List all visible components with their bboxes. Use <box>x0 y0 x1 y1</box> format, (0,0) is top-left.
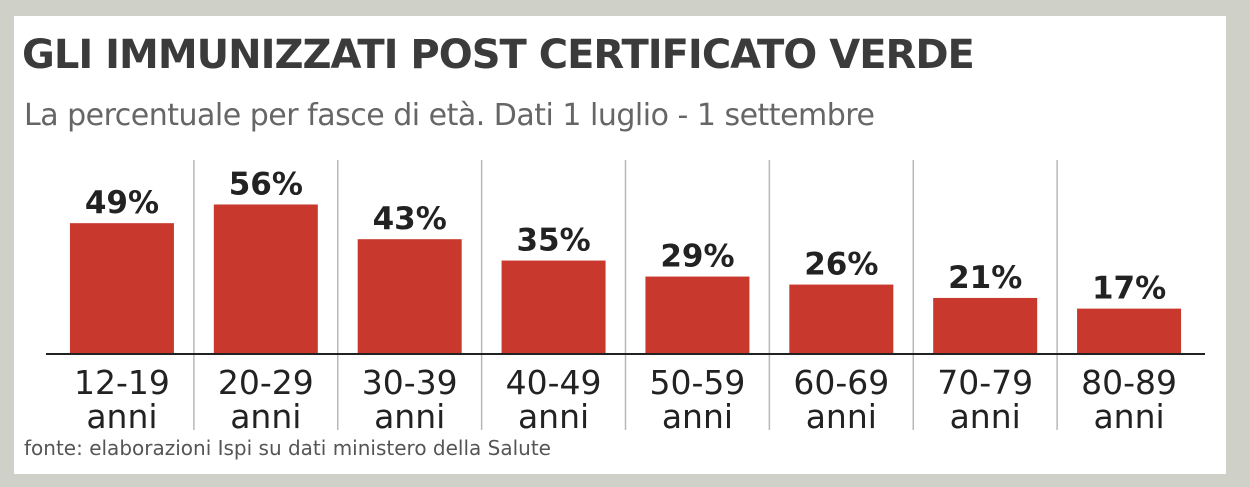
x-tick-unit: anni <box>662 397 733 436</box>
x-tick-label: 40-49 <box>506 363 602 402</box>
bar-value-label: 26% <box>804 247 878 283</box>
bar-value-label: 21% <box>948 260 1022 296</box>
chart-title: GLI IMMUNIZZATI POST CERTIFICATO VERDE <box>22 32 975 78</box>
x-tick-label: 70-79 <box>937 363 1033 402</box>
x-tick-unit: anni <box>86 397 157 436</box>
bar-value-label: 56% <box>229 166 303 202</box>
x-tick-label: 12-19 <box>74 363 170 402</box>
x-tick-unit: anni <box>374 397 445 436</box>
x-tick-unit: anni <box>1093 397 1164 436</box>
x-tick-unit: anni <box>518 397 589 436</box>
bar-value-label: 17% <box>1092 271 1166 307</box>
x-tick-label: 50-59 <box>649 363 745 402</box>
chart-subtitle: La percentuale per fasce di età. Dati 1 … <box>24 98 875 133</box>
bar-value-label: 29% <box>660 239 734 275</box>
bar <box>357 239 462 354</box>
bar <box>213 204 318 354</box>
x-tick-unit: anni <box>806 397 877 436</box>
x-tick-label: 20-29 <box>218 363 314 402</box>
x-tick-label: 30-39 <box>362 363 458 402</box>
x-tick-label: 80-89 <box>1081 363 1177 402</box>
bar <box>1077 308 1182 354</box>
bar <box>789 284 894 354</box>
source-note: fonte: elaborazioni Ispi su dati ministe… <box>24 436 551 460</box>
bar <box>933 297 1038 354</box>
bar <box>645 276 750 354</box>
bar-value-label: 43% <box>373 201 447 237</box>
x-tick-unit: anni <box>230 397 301 436</box>
bar-value-label: 35% <box>516 223 590 259</box>
bar <box>69 223 174 354</box>
bar-value-label: 49% <box>85 185 159 221</box>
x-tick-unit: anni <box>950 397 1021 436</box>
bar <box>501 260 606 354</box>
x-tick-label: 60-69 <box>793 363 889 402</box>
